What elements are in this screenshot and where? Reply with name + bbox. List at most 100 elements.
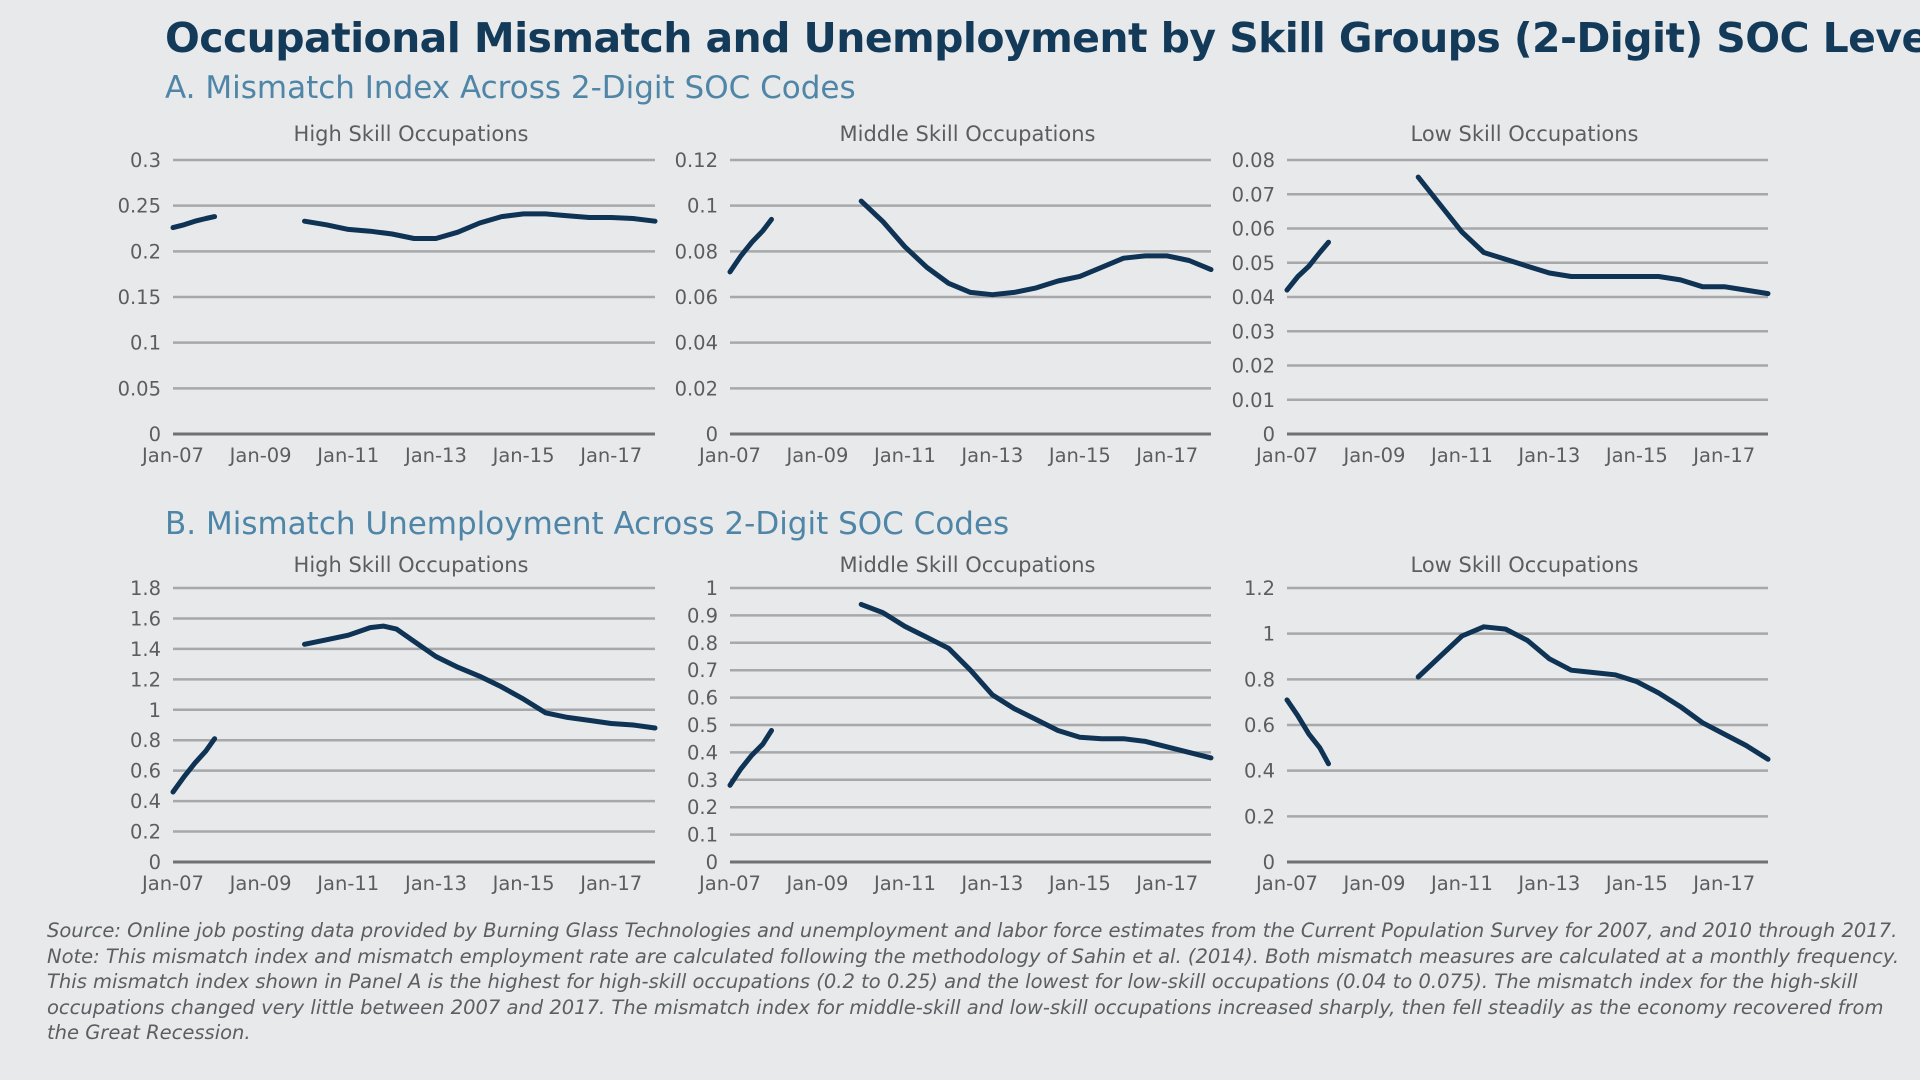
note-line-2: This mismatch index shown in Panel A is … (47, 970, 1858, 993)
chart-a-0-x-tick: Jan-11 (315, 444, 379, 467)
chart-a-2-y-tick: 0.03 (1232, 320, 1275, 343)
chart-b-3-x-tick: Jan-17 (578, 872, 642, 895)
chart-b-4-series-segment-1 (858, 601, 1214, 761)
chart-a-0-y-tick: 0.25 (118, 195, 161, 218)
chart-b-5-x-tick: Jan-09 (1341, 872, 1405, 895)
chart-b-4-y-tick: 0.9 (687, 604, 718, 627)
chart-b-3-series-segment-0 (170, 736, 218, 795)
chart-a-2-x-tick: Jan-11 (1429, 444, 1493, 467)
chart-a-2-title: Low Skill Occupations (1411, 122, 1639, 146)
chart-a-2-series-segment-1 (1415, 174, 1771, 297)
chart-b-5-y-tick: 0.6 (1244, 714, 1275, 737)
chart-a-1-x-tick: Jan-09 (784, 444, 848, 467)
chart-b-4-y-tick: 0.3 (687, 769, 718, 792)
chart-a-1-x-tick: Jan-15 (1047, 444, 1111, 467)
chart-a-2-x-tick: Jan-15 (1604, 444, 1668, 467)
chart-a-1-y-tick: 0 (706, 423, 718, 446)
chart-b-3-y-tick: 1.4 (130, 638, 161, 661)
chart-b-5-y-tick: 0.4 (1244, 760, 1275, 783)
chart-b-4-title: Middle Skill Occupations (839, 553, 1095, 577)
chart-b-3-x-tick: Jan-11 (315, 872, 379, 895)
chart-b-3-x-tick: Jan-13 (403, 872, 467, 895)
chart-b-4-series-segment-0 (727, 728, 774, 788)
chart-b-4-y-tick: 1 (706, 577, 718, 600)
chart-a-1-x-tick: Jan-07 (697, 444, 761, 467)
chart-b-5-y-tick: 1.2 (1244, 577, 1275, 600)
chart-b-4-y-tick: 0.4 (687, 741, 718, 764)
chart-b-4-y-tick: 0.2 (687, 796, 718, 819)
chart-b-3-x-tick: Jan-07 (140, 872, 204, 895)
chart-a-1-y-tick: 0.06 (675, 286, 718, 309)
chart-a-1-y-tick: 0.02 (675, 377, 718, 400)
chart-a-0-series-segment-1 (302, 211, 658, 241)
chart-b-4-x-tick: Jan-17 (1134, 872, 1198, 895)
chart-b-3-title: High Skill Occupations (294, 553, 529, 577)
chart-b-3-x-tick: Jan-15 (491, 872, 555, 895)
chart-a-2-x-tick: Jan-17 (1691, 444, 1755, 467)
chart-a-0-series-segment-0 (170, 214, 218, 231)
chart-b-5-x-tick: Jan-15 (1604, 872, 1668, 895)
panel-a-title: A. Mismatch Index Across 2-Digit SOC Cod… (165, 70, 856, 106)
chart-a-0-y-tick: 0.2 (130, 240, 161, 263)
chart-b-5-x-tick: Jan-11 (1429, 872, 1493, 895)
chart-a-1-x-tick: Jan-11 (872, 444, 936, 467)
chart-a-2-y-tick: 0.01 (1232, 389, 1275, 412)
chart-b-4-x-tick: Jan-13 (959, 872, 1023, 895)
source-line: Source: Online job posting data provided… (47, 919, 1898, 942)
chart-b-5-x-tick: Jan-13 (1516, 872, 1580, 895)
chart-b-3-y-tick: 1.2 (130, 668, 161, 691)
chart-b-3-y-tick: 0 (149, 851, 161, 874)
chart-a-2-y-tick: 0.05 (1232, 252, 1275, 275)
chart-b-3-y-tick: 0.2 (130, 821, 161, 844)
chart-a-1-y-tick: 0.1 (687, 195, 718, 218)
chart-b-5-title: Low Skill Occupations (1411, 553, 1639, 577)
chart-b-3-series-segment-1 (302, 623, 658, 731)
chart-b-4-x-tick: Jan-15 (1047, 872, 1111, 895)
chart-a-2-y-tick: 0.04 (1232, 286, 1275, 309)
chart-a-0-y-tick: 0.3 (130, 149, 161, 172)
chart-b-3-y-tick: 0.6 (130, 760, 161, 783)
chart-b-4-y-tick: 0.6 (687, 687, 718, 710)
chart-a-0-x-tick: Jan-07 (140, 444, 204, 467)
chart-a-0-x-tick: Jan-13 (403, 444, 467, 467)
chart-a-2-x-tick: Jan-09 (1341, 444, 1405, 467)
chart-b-3-y-tick: 1 (149, 699, 161, 722)
chart-a-2-y-tick: 0.07 (1232, 183, 1275, 206)
note-line-3: occupations changed very little between … (47, 995, 1884, 1019)
note-line-1: Note: This mismatch index and mismatch e… (47, 944, 1900, 968)
chart-b-4-y-tick: 0.5 (687, 714, 718, 737)
chart-a-2-series-segment-0 (1284, 239, 1331, 293)
panel-b-title: B. Mismatch Unemployment Across 2-Digit … (165, 506, 1010, 542)
chart-a-0-title: High Skill Occupations (294, 122, 529, 146)
chart-b-4-y-tick: 0.8 (687, 632, 718, 655)
chart-a-2-x-tick: Jan-13 (1516, 444, 1580, 467)
chart-a-2-y-tick: 0 (1263, 423, 1275, 446)
chart-a-0-x-tick: Jan-15 (491, 444, 555, 467)
chart-b-4-y-tick: 0.1 (687, 824, 718, 847)
chart-b-5-series-segment-1 (1415, 624, 1771, 762)
chart-a-0-x-tick: Jan-09 (228, 444, 292, 467)
chart-a-0-x-tick: Jan-17 (578, 444, 642, 467)
chart-b-5-x-tick: Jan-07 (1254, 872, 1318, 895)
chart-b-5-y-tick: 0 (1263, 851, 1275, 874)
chart-a-1-y-tick: 0.04 (675, 332, 718, 355)
chart-b-3-y-tick: 0.4 (130, 790, 161, 813)
chart-a-1-y-tick: 0.08 (675, 240, 718, 263)
chart-b-5-y-tick: 0.8 (1244, 668, 1275, 691)
chart-b-3-y-tick: 0.8 (130, 729, 161, 752)
chart-a-1-series-segment-1 (858, 198, 1214, 298)
chart-b-5-y-tick: 0.2 (1244, 805, 1275, 828)
chart-a-1-x-tick: Jan-13 (959, 444, 1023, 467)
chart-a-0-y-tick: 0.15 (118, 286, 161, 309)
chart-b-5-y-tick: 1 (1263, 623, 1275, 646)
chart-b-4-x-tick: Jan-11 (872, 872, 936, 895)
chart-b-4-y-tick: 0 (706, 851, 718, 874)
chart-a-1-x-tick: Jan-17 (1134, 444, 1198, 467)
chart-a-1-title: Middle Skill Occupations (839, 122, 1095, 146)
chart-b-3-y-tick: 1.6 (130, 607, 161, 630)
chart-a-0-y-tick: 0.1 (130, 332, 161, 355)
figure-title: Occupational Mismatch and Unemployment b… (165, 14, 1920, 62)
chart-b-4-y-tick: 0.7 (687, 659, 718, 682)
chart-a-1-series-segment-0 (727, 216, 774, 275)
